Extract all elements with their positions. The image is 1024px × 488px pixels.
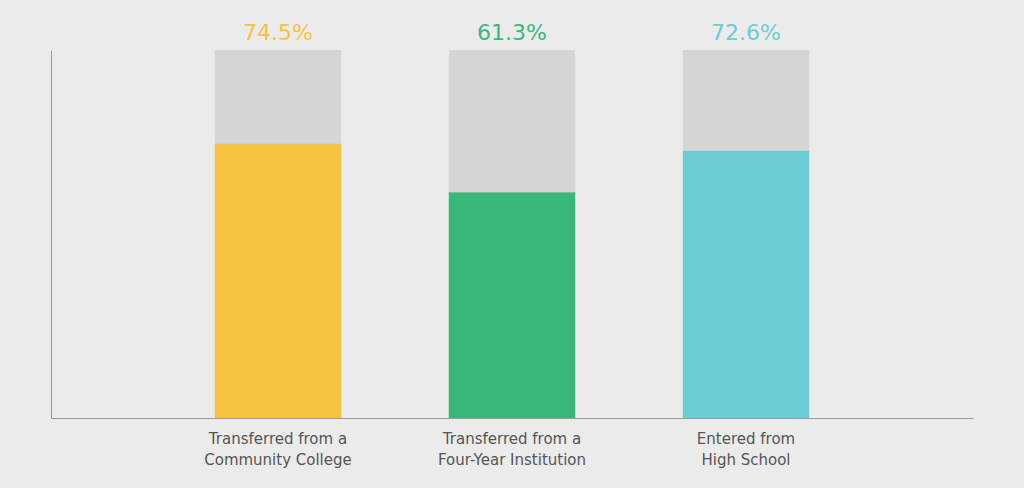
data-labels: 74.5% 61.3% 72.6% <box>243 20 781 45</box>
data-label: 72.6% <box>711 20 781 45</box>
bar <box>449 192 575 418</box>
chart-container: Transferred from aCommunity CollegeTrans… <box>0 0 1024 488</box>
data-label: 74.5% <box>243 20 313 45</box>
x-axis-line <box>52 418 974 419</box>
bar <box>683 151 809 418</box>
chart-svg: Transferred from aCommunity CollegeTrans… <box>0 0 1024 488</box>
x-tick-label-line: Community College <box>204 451 352 469</box>
x-tick-label: Transferred from a Four-Year Institution <box>438 430 586 469</box>
x-tick-label-line: Transferred from a <box>442 430 581 448</box>
x-tick: Entered from High School <box>697 430 795 469</box>
track-bar <box>449 50 575 418</box>
x-tick-label-line: Entered from <box>697 430 795 448</box>
x-tick-label: Transferred from a Community College <box>204 430 352 469</box>
x-axis: Transferred from aCommunity CollegeTrans… <box>52 419 974 469</box>
data-label: 61.3% <box>477 20 547 45</box>
bar <box>215 144 341 418</box>
x-tick: Transferred from a Four-Year Institution <box>438 430 586 469</box>
track-bar <box>215 50 341 418</box>
x-tick-label-line: Transferred from a <box>208 430 347 448</box>
plot: Transferred from aCommunity CollegeTrans… <box>52 20 974 469</box>
track-bar <box>683 50 809 418</box>
background <box>0 0 1024 488</box>
x-tick: Transferred from a Community College <box>204 430 352 469</box>
y-axis <box>51 51 52 419</box>
x-tick-label: Entered from High School <box>697 430 795 469</box>
y-axis-line <box>51 51 52 419</box>
x-tick-label-line: High School <box>701 451 790 469</box>
bars <box>215 50 809 418</box>
x-tick-label-line: Four-Year Institution <box>438 451 586 469</box>
